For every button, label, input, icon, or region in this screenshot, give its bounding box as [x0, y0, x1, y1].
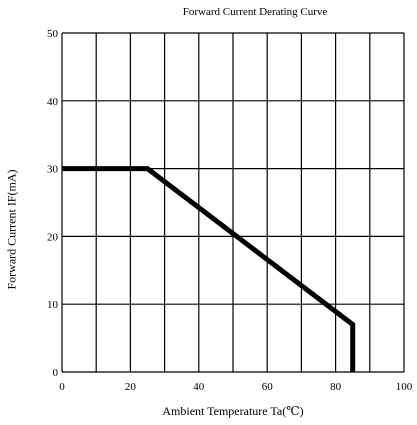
- y-tick-label: 40: [47, 96, 59, 108]
- x-tick-label: 20: [125, 381, 137, 393]
- x-tick-label: 0: [59, 381, 65, 393]
- series-layer: [62, 166, 356, 372]
- series-line: [62, 166, 356, 372]
- x-tick-label: 100: [396, 381, 413, 393]
- x-axis-label: Ambient Temperature Ta(℃): [162, 404, 304, 418]
- chart-title: Forward Current Derating Curve: [182, 6, 328, 18]
- y-tick-label: 20: [47, 231, 59, 243]
- y-tick-label: 10: [47, 299, 59, 311]
- tick-labels: 0 20 40 60 80 100 0 10 20 30 40 50: [47, 28, 413, 393]
- y-tick-label: 50: [47, 28, 59, 40]
- x-tick-label: 40: [193, 381, 205, 393]
- x-tick-label: 60: [262, 381, 274, 393]
- x-tick-label: 80: [330, 381, 342, 393]
- y-tick-label: 30: [47, 164, 59, 176]
- y-tick-label: 0: [53, 367, 59, 379]
- grid-lines: [61, 32, 405, 373]
